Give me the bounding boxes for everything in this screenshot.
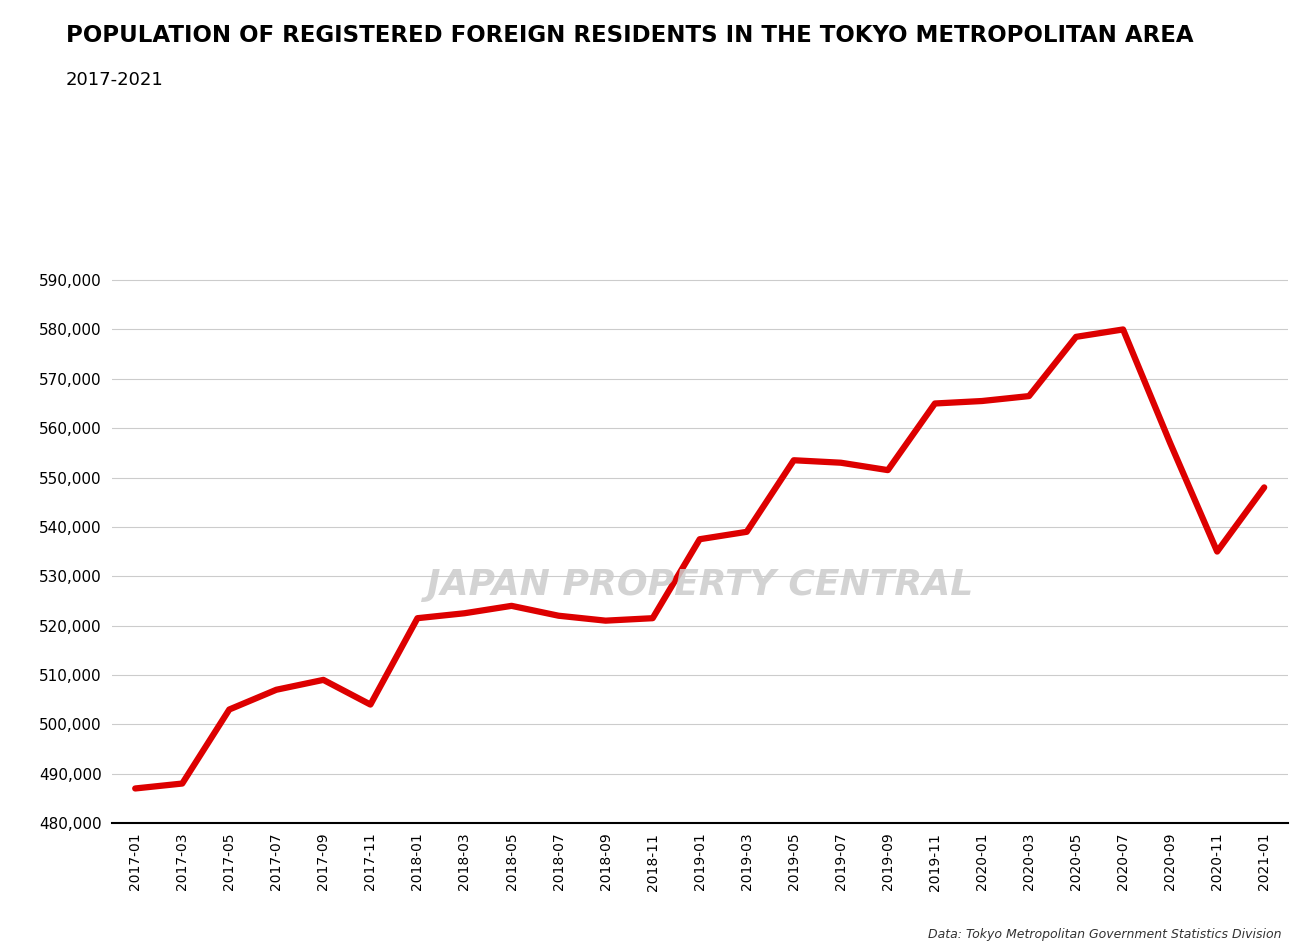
Text: JAPAN PROPERTY CENTRAL: JAPAN PROPERTY CENTRAL (427, 568, 972, 602)
Text: Data: Tokyo Metropolitan Government Statistics Division: Data: Tokyo Metropolitan Government Stat… (928, 928, 1281, 941)
Text: POPULATION OF REGISTERED FOREIGN RESIDENTS IN THE TOKYO METROPOLITAN AREA: POPULATION OF REGISTERED FOREIGN RESIDEN… (66, 24, 1193, 46)
Text: 2017-2021: 2017-2021 (66, 71, 163, 89)
